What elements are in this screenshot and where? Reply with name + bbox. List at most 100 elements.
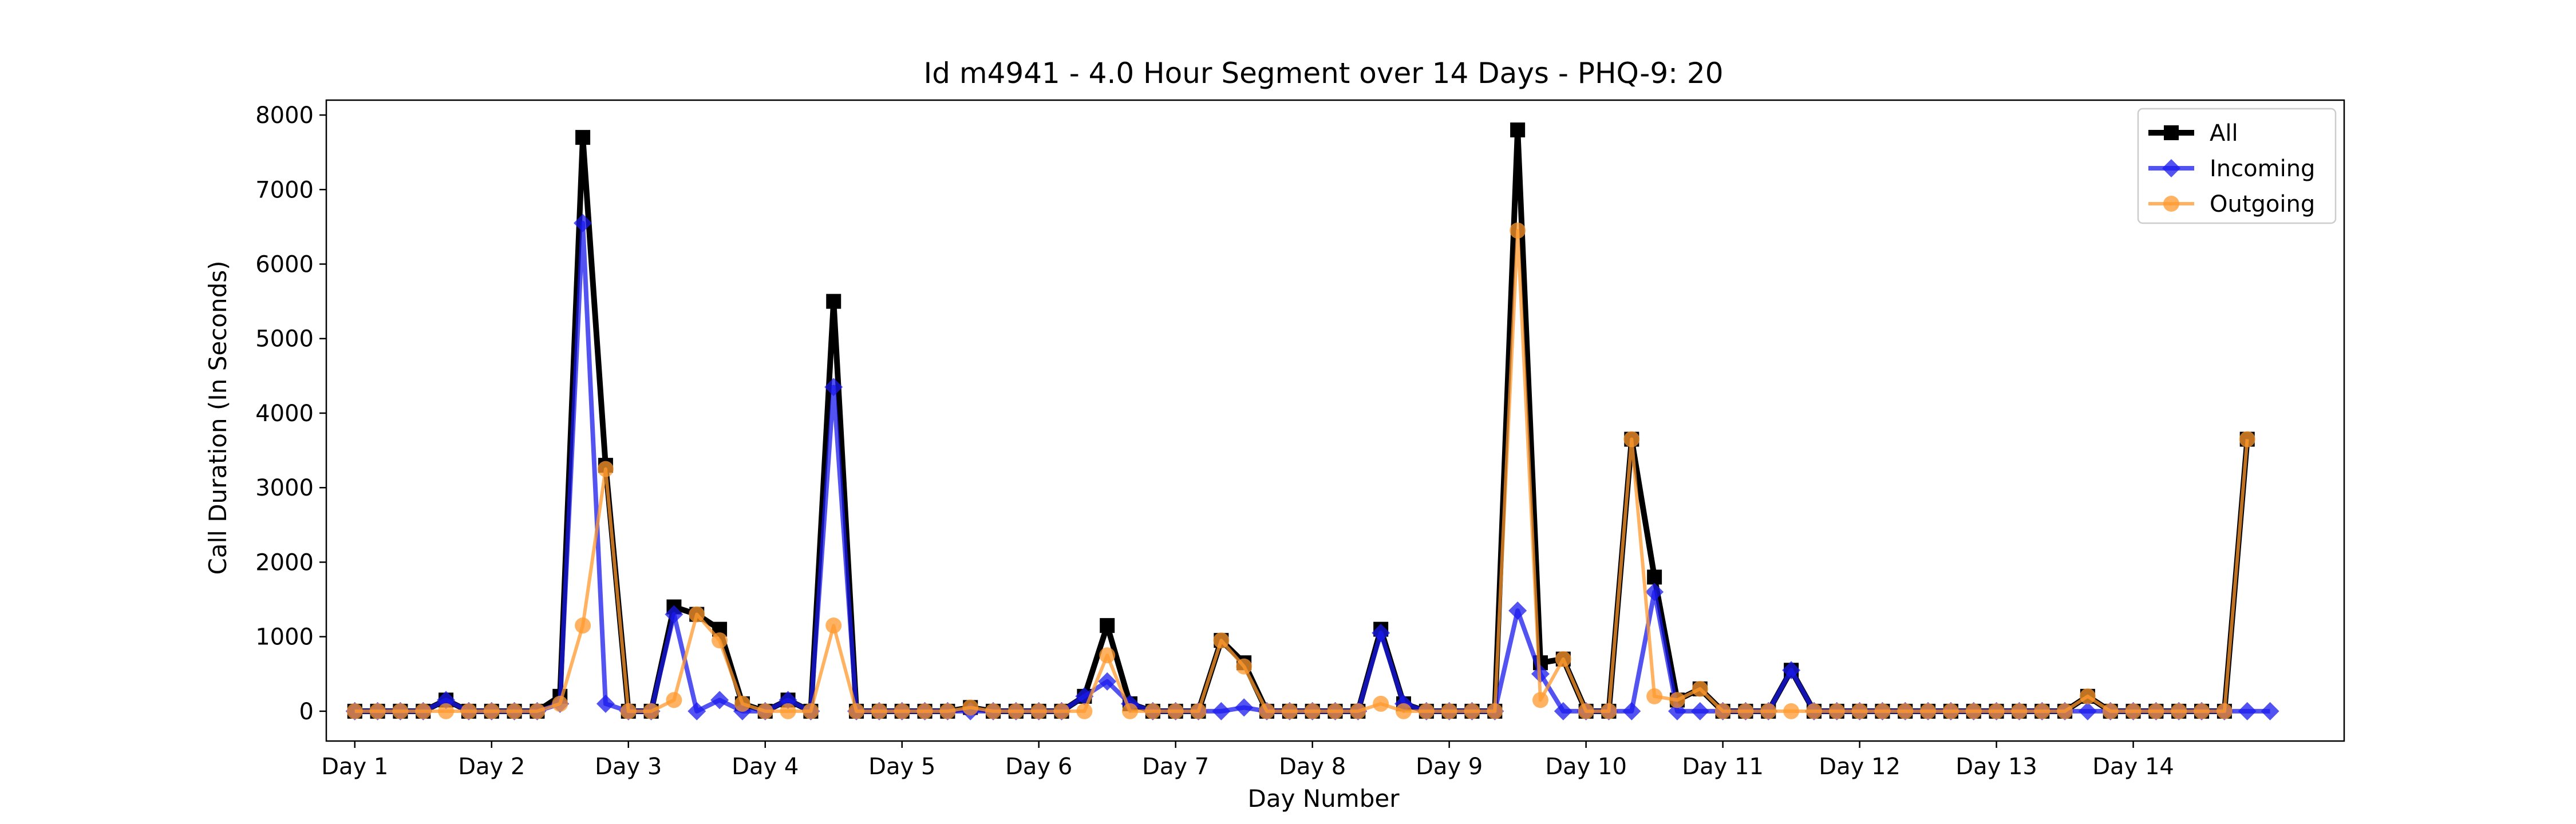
x-tick-label: Day 4 xyxy=(732,754,799,780)
data-point xyxy=(1988,703,2005,719)
data-point xyxy=(2125,703,2142,719)
legend-label: Incoming xyxy=(2210,156,2315,182)
chart-title: Id m4941 - 4.0 Hour Segment over 14 Days… xyxy=(923,57,1723,90)
data-point xyxy=(2238,702,2257,720)
legend-item-incoming: Incoming xyxy=(2148,156,2315,182)
legend-marker xyxy=(2163,196,2179,212)
data-point xyxy=(1942,703,1959,719)
data-point xyxy=(734,695,750,712)
data-point xyxy=(460,703,477,719)
data-point xyxy=(1714,703,1731,719)
data-point xyxy=(1737,703,1754,719)
legend-label: Outgoing xyxy=(2210,191,2315,217)
data-point xyxy=(1076,703,1093,719)
data-point xyxy=(1236,658,1253,675)
data-point xyxy=(1327,703,1344,719)
data-point xyxy=(848,703,865,719)
data-point xyxy=(1212,702,1231,720)
y-axis-label: Call Duration (In Seconds) xyxy=(204,260,232,575)
data-point xyxy=(1100,618,1115,633)
data-point xyxy=(1259,703,1275,719)
x-tick-label: Day 11 xyxy=(1682,754,1764,780)
y-tick-label: 8000 xyxy=(255,102,314,129)
data-point xyxy=(1690,702,1709,720)
data-point xyxy=(1578,703,1594,719)
data-point xyxy=(2102,703,2119,719)
data-point xyxy=(574,213,592,232)
data-point xyxy=(1965,703,1982,719)
data-point xyxy=(415,703,432,719)
data-point xyxy=(894,703,910,719)
data-point xyxy=(666,692,682,708)
y-tick-label: 4000 xyxy=(255,401,314,427)
legend-item-all: All xyxy=(2148,120,2238,146)
data-point xyxy=(1828,703,1845,719)
data-point xyxy=(1623,431,1640,447)
data-point xyxy=(1122,703,1139,719)
data-point xyxy=(962,699,979,716)
data-point xyxy=(2261,702,2279,720)
y-tick-label: 3000 xyxy=(255,475,314,501)
data-point xyxy=(1554,702,1573,720)
y-tick-label: 2000 xyxy=(255,549,314,576)
data-point xyxy=(1372,624,1390,643)
y-tick-label: 7000 xyxy=(255,177,314,203)
x-axis-label: Day Number xyxy=(1247,785,1400,813)
data-point xyxy=(1167,703,1184,719)
data-point xyxy=(871,703,887,719)
data-point xyxy=(437,691,456,710)
data-point xyxy=(346,703,363,719)
data-point xyxy=(688,702,706,720)
data-point xyxy=(575,130,591,145)
data-point xyxy=(1510,122,1526,138)
x-tick-label: Day 13 xyxy=(1955,754,2037,780)
data-point xyxy=(529,703,546,719)
data-point xyxy=(2148,703,2164,719)
series-incoming xyxy=(345,213,2279,720)
data-point xyxy=(1805,703,1822,719)
series-outgoing xyxy=(346,222,2255,719)
x-tick-label: Day 7 xyxy=(1142,754,1209,780)
data-point xyxy=(1144,703,1161,719)
x-tick-label: Day 9 xyxy=(1416,754,1483,780)
y-tick-label: 0 xyxy=(299,699,314,725)
data-point xyxy=(2057,703,2073,719)
x-tick-label: Day 5 xyxy=(868,754,935,780)
legend: All Incoming Outgoing xyxy=(2137,108,2337,224)
x-tick-label: Day 12 xyxy=(1819,754,1901,780)
data-point xyxy=(1851,703,1868,719)
x-tick-label: Day 6 xyxy=(1005,754,1072,780)
y-axis: 0 1000 2000 3000 4000 5000 6000 7000 8000 xyxy=(255,102,326,725)
data-point xyxy=(1669,692,1685,708)
data-point xyxy=(1645,583,1664,601)
data-point xyxy=(1235,698,1254,717)
series-line-incoming xyxy=(354,220,2270,714)
data-point xyxy=(1647,569,1662,585)
legend-box xyxy=(2137,108,2337,224)
series-line-all xyxy=(354,127,2250,714)
data-point xyxy=(1053,703,1070,719)
data-point xyxy=(780,703,796,719)
data-point xyxy=(1464,703,1480,719)
data-point xyxy=(916,703,933,719)
data-point xyxy=(597,461,614,477)
data-point xyxy=(1783,703,1800,719)
data-point xyxy=(757,703,773,719)
data-point xyxy=(2171,703,2187,719)
data-point xyxy=(1874,703,1891,719)
y-tick-label: 5000 xyxy=(255,326,314,352)
plot-frame xyxy=(325,99,2345,742)
data-point xyxy=(712,632,728,649)
data-point xyxy=(1487,703,1503,719)
series-all xyxy=(347,122,2255,719)
data-point xyxy=(2034,703,2050,719)
data-point xyxy=(1555,651,1571,667)
data-point xyxy=(2079,688,2096,704)
y-tick-label: 1000 xyxy=(255,624,314,651)
data-point xyxy=(1373,695,1389,712)
series-line-outgoing xyxy=(354,228,2249,713)
data-point xyxy=(392,703,409,719)
data-point xyxy=(803,703,819,719)
legend-label: All xyxy=(2210,120,2238,146)
data-point xyxy=(2216,703,2233,719)
